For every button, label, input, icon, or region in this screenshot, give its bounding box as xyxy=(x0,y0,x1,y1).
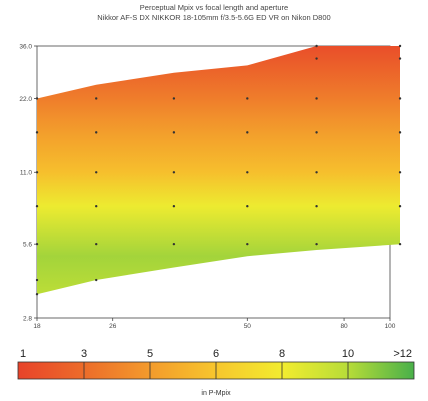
data-point xyxy=(95,97,98,100)
x-tick-label: 50 xyxy=(244,323,252,330)
data-point xyxy=(398,171,402,174)
data-point xyxy=(315,44,318,48)
data-point xyxy=(246,97,249,100)
data-point xyxy=(315,242,318,246)
colorbar-label: 10 xyxy=(342,348,354,360)
y-tick-label: 2.8 xyxy=(23,315,32,322)
colorbar-label: 8 xyxy=(279,348,285,360)
x-axis-ticks: 18 26 50 80 100 xyxy=(33,318,396,330)
data-point xyxy=(315,97,318,100)
data-point xyxy=(172,131,176,134)
colorbar-label: 5 xyxy=(147,348,153,360)
x-tick-label: 18 xyxy=(33,323,41,330)
data-point xyxy=(315,57,318,60)
data-point xyxy=(315,131,318,134)
data-point xyxy=(95,242,98,246)
chart-title-line-2: Nikkor AF-S DX NIKKOR 18-105mm f/3.5-5.6… xyxy=(97,13,330,22)
colorbar-labels: 1 3 5 6 8 10 >12 xyxy=(20,348,412,360)
data-point xyxy=(315,171,318,174)
data-point xyxy=(95,171,98,174)
data-point xyxy=(95,204,98,208)
data-point xyxy=(172,97,176,100)
y-tick-label: 5.6 xyxy=(23,241,32,248)
data-point xyxy=(172,171,176,174)
data-point xyxy=(35,293,39,296)
data-point xyxy=(315,204,318,208)
perceptual-mpix-area xyxy=(37,46,400,295)
data-point xyxy=(246,204,249,208)
colorbar-label: 6 xyxy=(213,348,219,360)
data-point xyxy=(95,278,98,282)
data-point xyxy=(246,171,249,174)
data-point xyxy=(35,131,39,134)
y-tick-label: 11.0 xyxy=(20,170,33,177)
data-point xyxy=(398,97,402,100)
x-tick-label: 26 xyxy=(109,323,117,330)
x-tick-label: 80 xyxy=(340,323,348,330)
measurement-points xyxy=(35,44,402,296)
colorbar-label: >12 xyxy=(393,348,412,360)
colorbar-ticks xyxy=(83,362,349,379)
chart-title-line-1: Perceptual Mpix vs focal length and aper… xyxy=(140,3,288,12)
data-point xyxy=(172,204,176,208)
colorbar-unit: in P-Mpix xyxy=(201,390,231,397)
colorbar-label: 1 xyxy=(20,348,26,360)
y-tick-label: 22.0 xyxy=(19,96,32,103)
data-point xyxy=(35,278,39,282)
x-tick-label: 100 xyxy=(385,323,396,330)
y-axis-ticks: 2.8 5.6 11.0 22.0 36.0 xyxy=(19,43,37,322)
data-point xyxy=(172,242,176,246)
data-point xyxy=(246,131,249,134)
data-point xyxy=(398,57,402,60)
data-point xyxy=(398,204,402,208)
data-point xyxy=(95,131,98,134)
data-point xyxy=(398,131,402,134)
data-point xyxy=(398,242,402,246)
colorbar-label: 3 xyxy=(81,348,87,360)
data-point xyxy=(35,204,39,208)
data-point xyxy=(246,242,249,246)
data-point xyxy=(398,44,402,48)
y-tick-label: 36.0 xyxy=(19,43,32,50)
